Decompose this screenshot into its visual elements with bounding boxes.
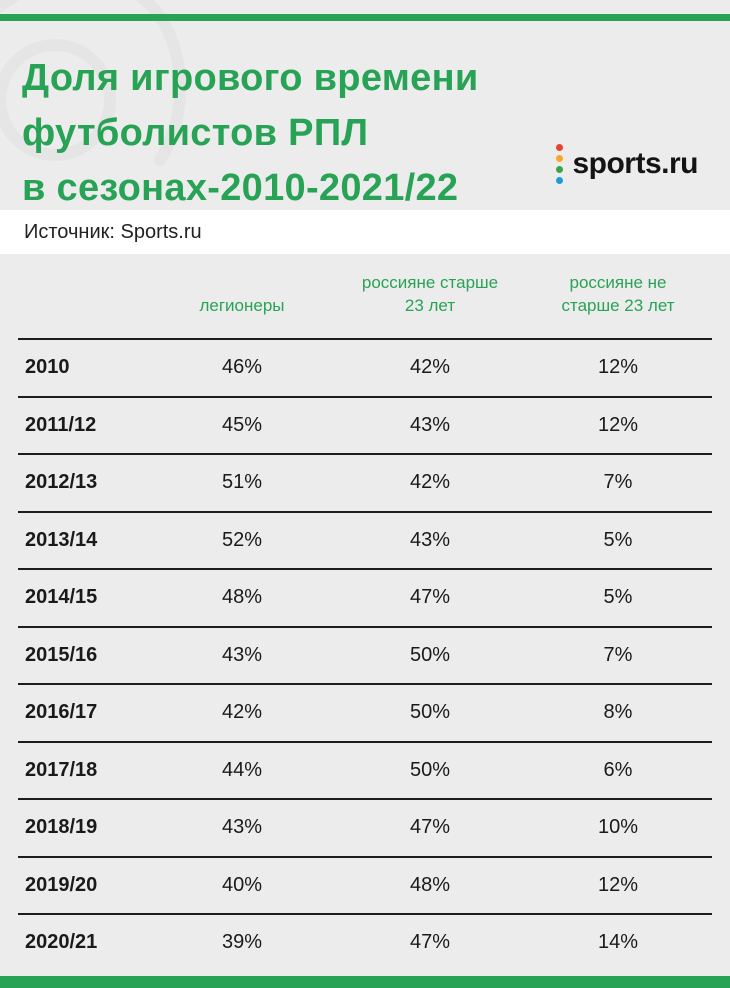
value-cell: 48% [221,586,263,609]
season-label: 2010 [25,356,70,379]
value-cell: 52% [221,528,263,551]
value-cell: 42% [221,701,263,724]
value-cell: 5% [603,586,633,609]
value-cell: 43% [221,643,263,666]
logo-dot [556,144,564,151]
logo-text: sports.ru [572,147,698,180]
value-cell: 39% [221,931,263,954]
season-label: 2020/21 [25,931,98,954]
column-header-legionnaires: легионеры [199,296,285,316]
value-cell: 47% [409,586,451,609]
value-cell: 46% [221,356,263,379]
source-label: Источник: Sports.ru [24,220,202,243]
table-body: 2010 46% 42% 12% 2011/12 45% 43% 12% 2012/13 51% 4… [18,338,712,971]
value-cell: 12% [597,873,639,896]
season-label: 2016/17 [25,701,98,724]
table-row: 2011/12 45% 43% 12% [18,395,712,454]
value-cell: 12% [597,413,639,436]
table-row: 2020/21 39% 47% 14% [18,913,712,971]
table-row: 2015/16 43% 50% 7% [18,625,712,684]
season-label: 2014/15 [25,586,98,609]
value-cell: 7% [603,643,633,666]
table-row: 2014/15 48% 47% 5% [18,568,712,626]
value-cell: 10% [597,816,639,839]
table-row: 2017/18 44% 50% 6% [18,740,712,799]
column-header-russians-under-23: россияне не старше 23 лет [561,273,675,316]
season-label: 2013/14 [25,528,98,551]
season-label: 2011/12 [25,413,97,436]
table-row: 2019/20 40% 48% 12% [18,855,712,914]
source-strip: Источник: Sports.ru [0,210,730,254]
value-cell: 47% [409,816,451,839]
logo-dot [556,155,564,162]
top-accent-bar [0,14,730,21]
season-label: 2012/13 [25,471,98,494]
value-cell: 50% [409,758,451,781]
value-cell: 43% [409,413,451,436]
title-line-3: в сезонах-2010-2021/22 [22,167,459,210]
value-cell: 48% [409,873,451,896]
table-row: 2016/17 42% 50% 8% [18,683,712,741]
value-cell: 50% [409,643,451,666]
value-cell: 44% [221,758,263,781]
value-cell: 45% [221,413,263,436]
logo-dots-icon [556,144,564,184]
logo-dot [556,166,564,173]
season-label: 2017/18 [25,758,98,781]
table-row: 2012/13 51% 42% 7% [18,453,712,511]
page-title: Доля игрового времени футболистов РПЛ в … [22,51,479,216]
title-line-1: Доля игрового времени [22,57,479,100]
value-cell: 51% [221,471,263,494]
data-table: легионеры россияне старше 23 лет россиян… [18,266,712,971]
value-cell: 40% [221,873,263,896]
value-cell: 43% [221,816,263,839]
table-row: 2013/14 52% 43% 5% [18,510,712,569]
value-cell: 6% [603,758,633,781]
value-cell: 12% [597,356,639,379]
season-label: 2015/16 [25,643,98,666]
sportsru-logo: sports.ru [556,144,698,184]
value-cell: 47% [409,931,451,954]
title-line-2: футболистов РПЛ [22,112,369,155]
column-header-russians-over-23: россияне старше 23 лет [361,273,499,316]
bottom-accent-bar [0,976,730,988]
value-cell: 43% [409,528,451,551]
table-row: 2018/19 43% 47% 10% [18,798,712,856]
table-row: 2010 46% 42% 12% [18,338,712,396]
value-cell: 42% [409,356,451,379]
value-cell: 5% [603,528,633,551]
value-cell: 8% [603,701,633,724]
logo-dot [556,177,564,184]
value-cell: 14% [597,931,639,954]
value-cell: 42% [409,471,451,494]
value-cell: 7% [603,471,633,494]
value-cell: 50% [409,701,451,724]
season-label: 2018/19 [25,816,98,839]
season-label: 2019/20 [25,873,98,896]
table-header-row: легионеры россияне старше 23 лет россиян… [18,266,712,338]
